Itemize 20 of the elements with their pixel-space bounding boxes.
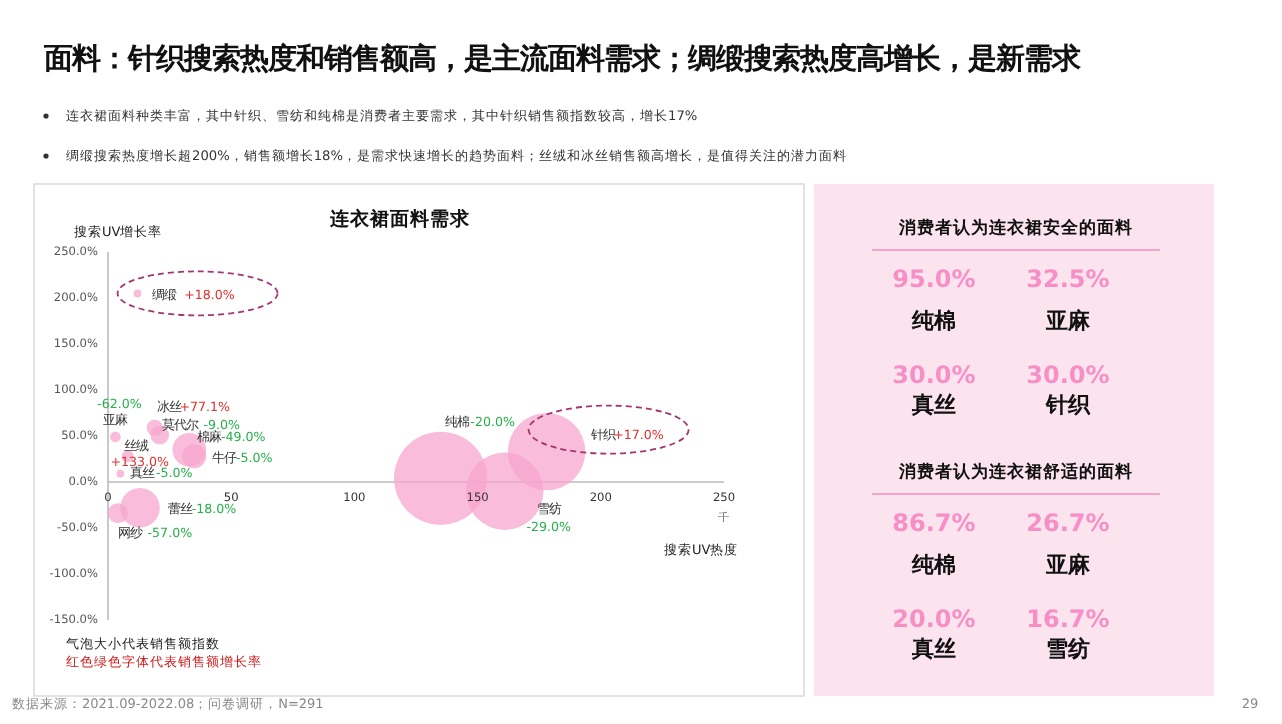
text: 95.0% <box>892 264 976 293</box>
text: 20.0% <box>892 604 976 633</box>
category-label: 纯棉 <box>910 552 956 579</box>
text: 32.5% <box>1026 264 1110 293</box>
category-label: 亚麻 <box>1044 308 1092 335</box>
category-label: 纯棉 <box>910 308 956 335</box>
chart-title: 连衣裙面料需求 <box>328 207 472 232</box>
text: 消费者认为连衣裙舒适的面料 <box>897 460 1133 483</box>
text: 86.7% <box>892 508 976 537</box>
text: 30.0% <box>892 360 976 389</box>
category-label: 真丝 <box>910 636 956 663</box>
text: 消费者认为连衣裙安全的面料 <box>897 216 1133 239</box>
category-label: 真丝 <box>910 392 956 419</box>
category-label: 雪纺 <box>1046 636 1090 663</box>
text: 面料：针织搜索热度和销售额高，是主流面料需求；绸缎搜索热度高增长，是新需求 <box>42 41 1082 76</box>
text: 30.0% <box>1026 360 1110 389</box>
category-label: 亚麻 <box>1044 552 1092 579</box>
text: 26.7% <box>1026 508 1110 537</box>
text: 16.7% <box>1026 604 1110 633</box>
category-label: 针织 <box>1044 392 1092 419</box>
